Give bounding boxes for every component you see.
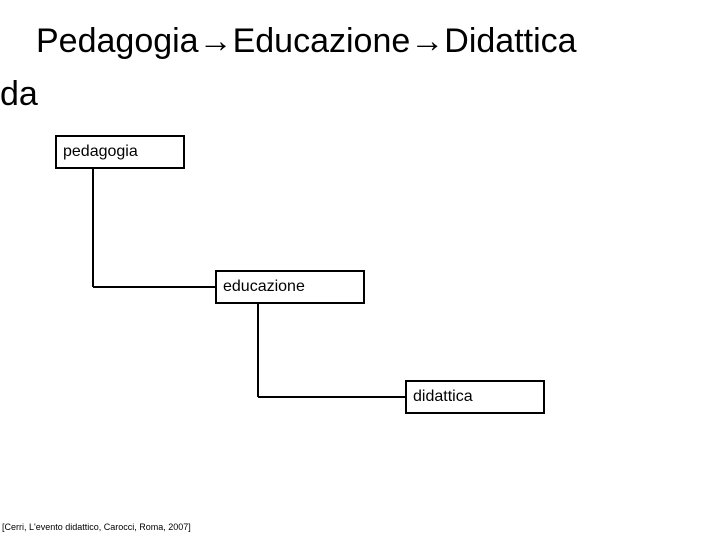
citation: [Cerri, L'evento didattico, Carocci, Rom… (2, 522, 191, 532)
node-label: educazione (223, 278, 305, 296)
node-label: didattica (413, 388, 473, 406)
node-educazione: educazione (215, 270, 365, 304)
subtitle: da (0, 75, 38, 114)
page-title: Pedagogia→Educazione→Didattica (36, 22, 577, 61)
node-didattica: didattica (405, 380, 545, 414)
node-label: pedagogia (63, 143, 138, 161)
node-pedagogia: pedagogia (55, 135, 185, 169)
